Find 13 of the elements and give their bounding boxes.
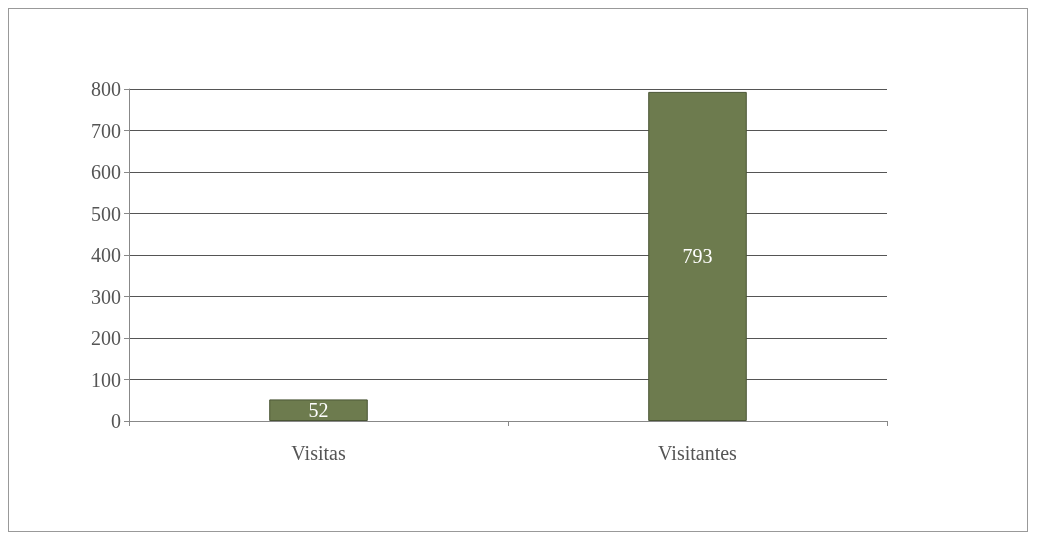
data-label: 793 (682, 245, 713, 268)
y-tick-label: 800 (91, 78, 121, 100)
y-tick-label: 400 (91, 244, 121, 266)
y-tick-label: 100 (91, 368, 121, 391)
y-tick-label: 500 (91, 202, 121, 225)
y-tick-label: 200 (91, 327, 121, 349)
y-tick-label: 700 (91, 119, 121, 142)
x-tick-label: Visitas (291, 442, 346, 464)
y-tick-label: 0 (111, 410, 121, 432)
y-tick-label: 300 (91, 285, 121, 308)
x-tick-label: Visitantes (658, 442, 738, 464)
y-tick-label: 600 (91, 161, 121, 183)
data-label: 52 (308, 399, 329, 422)
